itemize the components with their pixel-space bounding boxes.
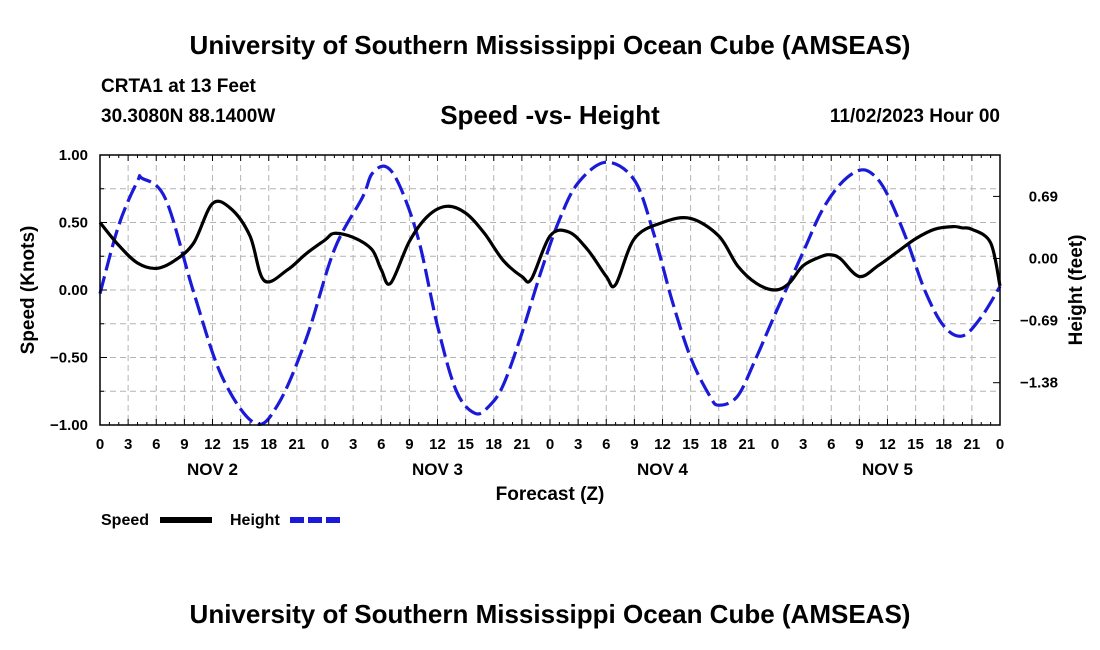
- legend-height-label: Height: [230, 512, 280, 529]
- x-tick-label: 12: [204, 436, 221, 453]
- x-tick-label: 18: [260, 436, 277, 453]
- x-tick-label: 0: [771, 436, 779, 453]
- x-tick-label: 3: [799, 436, 807, 453]
- y-tick-label: −1.00: [50, 417, 88, 434]
- coordinates-label: 30.3080N 88.1400W: [101, 106, 276, 127]
- x-tick-label: 15: [457, 436, 474, 453]
- y-tick-label: 0.00: [59, 282, 88, 299]
- day-label: NOV 5: [862, 460, 913, 479]
- x-tick-label: 12: [429, 436, 446, 453]
- x-tick-label: 21: [739, 436, 756, 453]
- x-tick-label: 3: [349, 436, 357, 453]
- speed-series-line: [98, 199, 1002, 292]
- x-tick-label: 18: [710, 436, 727, 453]
- height-series-line: [98, 160, 1002, 426]
- x-tick-label: 9: [180, 436, 188, 453]
- y2-tick-label: −1.38: [1020, 375, 1058, 392]
- x-tick-label: 0: [546, 436, 554, 453]
- x-tick-label: 12: [879, 436, 896, 453]
- y2-tick-label: 0.69: [1029, 188, 1058, 205]
- x-tick-label: 15: [907, 436, 924, 453]
- legend: Speed Height: [101, 512, 342, 529]
- axes: 0 3 6 9 12 15 18 21 0 3 6 9 12 15 18 21 0 3 6 9 12 15 18 21 0 3 6 9…: [50, 147, 1058, 479]
- footer-title: University of Southern Mississippi Ocean…: [189, 599, 911, 629]
- x-tick-label: 6: [602, 436, 610, 453]
- x-tick-label: 21: [514, 436, 531, 453]
- x-tick-label: 12: [654, 436, 671, 453]
- forecast-date: 11/02/2023 Hour 00: [829, 106, 1000, 127]
- day-label: NOV 4: [637, 460, 689, 479]
- x-tick-label: 9: [405, 436, 413, 453]
- chart-subtitle: Speed -vs- Height: [440, 100, 660, 130]
- y-tick-label: −0.50: [50, 350, 88, 367]
- x-tick-label: 0: [996, 436, 1004, 453]
- series-lines: [98, 160, 1002, 426]
- x-tick-label: 15: [232, 436, 249, 453]
- y-tick-label: 1.00: [59, 147, 88, 164]
- x-tick-label: 0: [96, 436, 104, 453]
- y-axis-label: Speed (Knots): [18, 226, 39, 355]
- main-title: University of Southern Mississippi Ocean…: [189, 30, 911, 60]
- legend-speed-label: Speed: [101, 512, 149, 529]
- day-label: NOV 2: [187, 460, 238, 479]
- x-tick-label: 9: [855, 436, 863, 453]
- x-axis-label: Forecast (Z): [496, 484, 605, 505]
- x-tick-label: 21: [289, 436, 306, 453]
- x-tick-label: 18: [485, 436, 502, 453]
- station-label: CRTA1 at 13 Feet: [101, 76, 256, 97]
- x-tick-label: 6: [377, 436, 385, 453]
- x-tick-label: 18: [935, 436, 952, 453]
- x-tick-label: 0: [321, 436, 329, 453]
- x-tick-label: 15: [682, 436, 699, 453]
- x-tick-label: 6: [827, 436, 835, 453]
- x-tick-label: 3: [124, 436, 132, 453]
- y2-tick-label: −0.69: [1020, 313, 1058, 330]
- x-tick-label: 21: [964, 436, 981, 453]
- y-tick-label: 0.50: [59, 215, 88, 232]
- y2-axis-label: Height (feet): [1066, 235, 1087, 346]
- day-label: NOV 3: [412, 460, 463, 479]
- x-tick-label: 3: [574, 436, 582, 453]
- y2-tick-label: 0.00: [1029, 251, 1058, 268]
- x-tick-label: 9: [630, 436, 638, 453]
- grid-lines: [100, 155, 1000, 425]
- x-tick-label: 6: [152, 436, 160, 453]
